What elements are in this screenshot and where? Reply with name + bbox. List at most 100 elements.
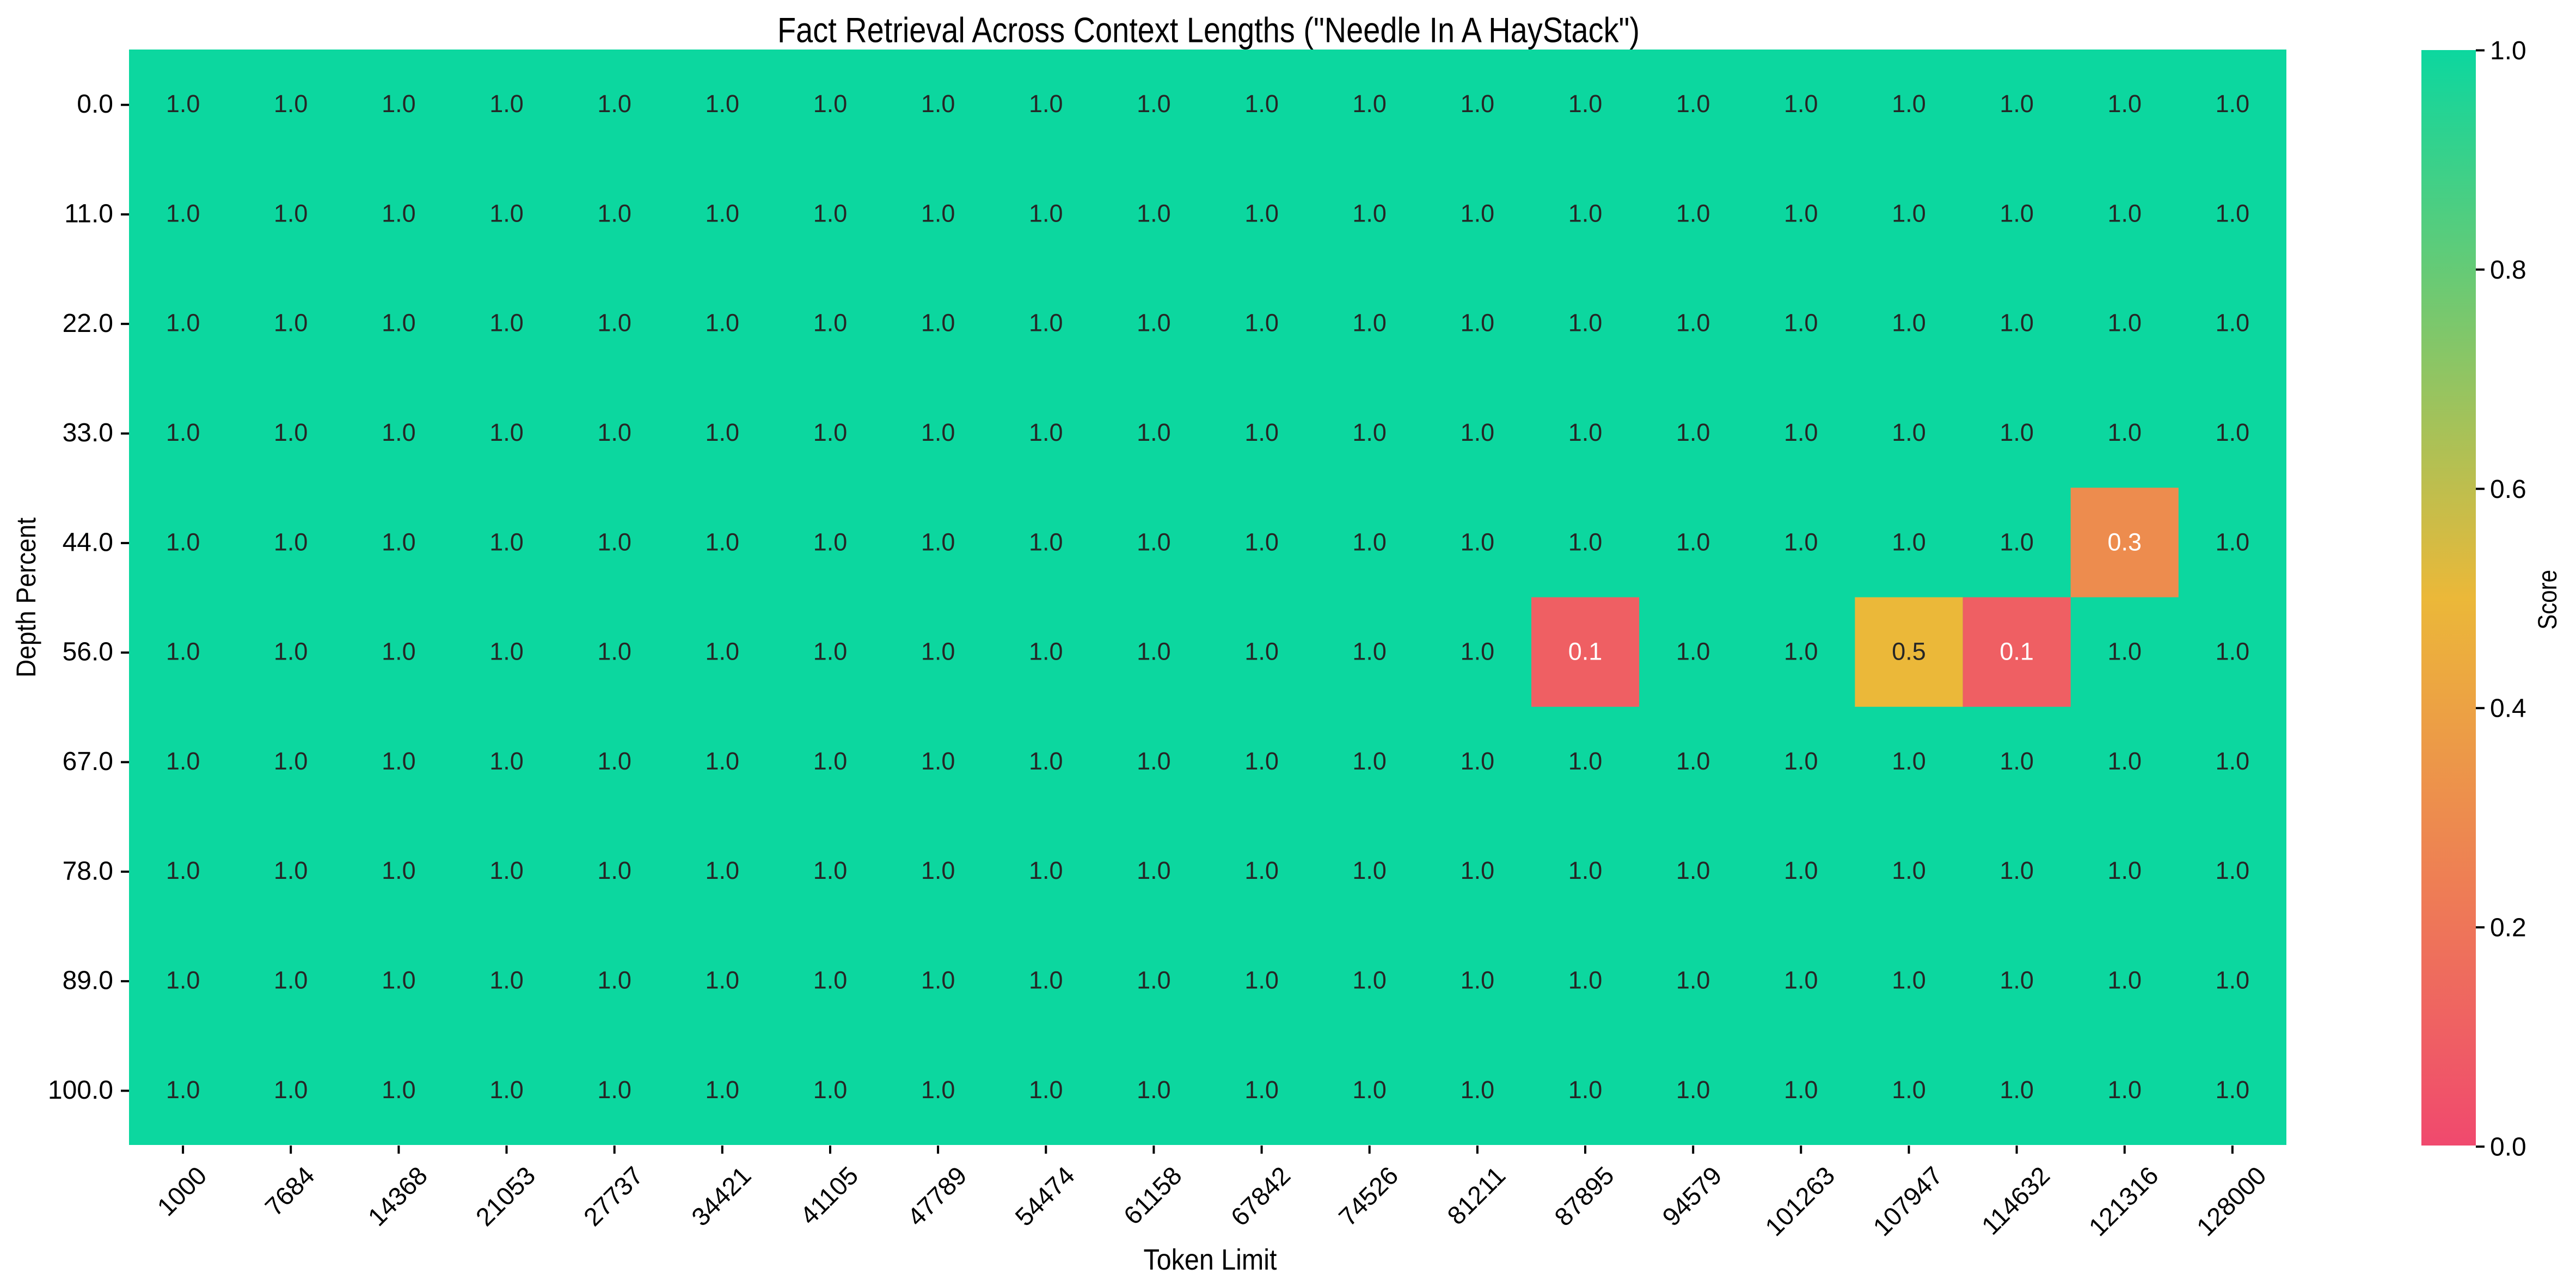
svg-text:1.0: 1.0 bbox=[274, 528, 308, 556]
svg-text:1.0: 1.0 bbox=[2000, 90, 2034, 118]
svg-text:1.0: 1.0 bbox=[1137, 747, 1171, 775]
svg-text:1.0: 1.0 bbox=[813, 309, 848, 337]
svg-text:1.0: 1.0 bbox=[1892, 528, 1926, 556]
svg-text:1.0: 1.0 bbox=[1568, 528, 1603, 556]
svg-text:1.0: 1.0 bbox=[597, 90, 631, 118]
svg-text:1.0: 1.0 bbox=[1461, 90, 1495, 118]
svg-text:1.0: 1.0 bbox=[2108, 638, 2142, 666]
svg-text:1.0: 1.0 bbox=[1568, 1076, 1603, 1104]
svg-text:1.0: 1.0 bbox=[166, 747, 200, 775]
svg-text:1.0: 1.0 bbox=[1029, 638, 1063, 666]
svg-text:1.0: 1.0 bbox=[166, 638, 200, 666]
svg-text:1.0: 1.0 bbox=[1029, 528, 1063, 556]
svg-text:1.0: 1.0 bbox=[1352, 199, 1387, 227]
svg-text:1.0: 1.0 bbox=[1137, 309, 1171, 337]
svg-text:1.0: 1.0 bbox=[1352, 1076, 1387, 1104]
svg-text:1.0: 1.0 bbox=[597, 747, 631, 775]
svg-text:1.0: 1.0 bbox=[597, 1076, 631, 1104]
svg-text:1.0: 1.0 bbox=[2216, 857, 2250, 884]
svg-text:1.0: 1.0 bbox=[1352, 90, 1387, 118]
svg-text:1.0: 1.0 bbox=[706, 1076, 740, 1104]
svg-text:1.0: 1.0 bbox=[1784, 528, 1818, 556]
svg-text:1.0: 1.0 bbox=[382, 528, 416, 556]
svg-text:1.0: 1.0 bbox=[166, 1076, 200, 1104]
svg-text:1.0: 1.0 bbox=[1029, 309, 1063, 337]
svg-text:1.0: 1.0 bbox=[274, 857, 308, 884]
svg-text:1.0: 1.0 bbox=[2108, 418, 2142, 446]
svg-text:1.0: 1.0 bbox=[1029, 1076, 1063, 1104]
svg-text:1.0: 1.0 bbox=[166, 199, 200, 227]
svg-text:1.0: 1.0 bbox=[921, 1076, 955, 1104]
svg-text:89.0: 89.0 bbox=[63, 966, 113, 995]
svg-text:1.0: 1.0 bbox=[166, 528, 200, 556]
svg-text:1.0: 1.0 bbox=[1029, 857, 1063, 884]
svg-text:1.0: 1.0 bbox=[2216, 418, 2250, 446]
svg-text:1.0: 1.0 bbox=[489, 199, 524, 227]
svg-text:0.4: 0.4 bbox=[2490, 694, 2526, 723]
svg-text:1.0: 1.0 bbox=[382, 418, 416, 446]
svg-text:1.0: 1.0 bbox=[1784, 418, 1818, 446]
svg-text:1.0: 1.0 bbox=[2000, 1076, 2034, 1104]
svg-text:1.0: 1.0 bbox=[597, 199, 631, 227]
svg-text:1.0: 1.0 bbox=[1784, 1076, 1818, 1104]
svg-text:1.0: 1.0 bbox=[1461, 747, 1495, 775]
svg-text:1.0: 1.0 bbox=[2000, 747, 2034, 775]
svg-text:1.0: 1.0 bbox=[1244, 638, 1279, 666]
svg-text:1.0: 1.0 bbox=[1029, 966, 1063, 994]
svg-text:1.0: 1.0 bbox=[813, 90, 848, 118]
svg-text:1.0: 1.0 bbox=[1137, 528, 1171, 556]
svg-text:1.0: 1.0 bbox=[706, 857, 740, 884]
svg-text:1.0: 1.0 bbox=[1892, 309, 1926, 337]
svg-text:1.0: 1.0 bbox=[597, 528, 631, 556]
svg-text:1.0: 1.0 bbox=[274, 638, 308, 666]
svg-text:1.0: 1.0 bbox=[1244, 528, 1279, 556]
svg-text:1.0: 1.0 bbox=[1784, 309, 1818, 337]
svg-text:1.0: 1.0 bbox=[597, 309, 631, 337]
svg-text:1.0: 1.0 bbox=[1676, 528, 1710, 556]
svg-text:1.0: 1.0 bbox=[274, 90, 308, 118]
svg-text:1.0: 1.0 bbox=[1676, 966, 1710, 994]
svg-text:1.0: 1.0 bbox=[489, 966, 524, 994]
svg-text:1.0: 1.0 bbox=[1244, 747, 1279, 775]
svg-text:1.0: 1.0 bbox=[489, 528, 524, 556]
svg-text:1.0: 1.0 bbox=[1892, 90, 1926, 118]
svg-text:1.0: 1.0 bbox=[1137, 418, 1171, 446]
svg-text:1.0: 1.0 bbox=[1784, 199, 1818, 227]
svg-text:1.0: 1.0 bbox=[1137, 966, 1171, 994]
svg-text:1.0: 1.0 bbox=[1461, 528, 1495, 556]
svg-text:1.0: 1.0 bbox=[921, 418, 955, 446]
svg-text:1.0: 1.0 bbox=[166, 309, 200, 337]
svg-text:1.0: 1.0 bbox=[706, 309, 740, 337]
svg-text:1.0: 1.0 bbox=[489, 418, 524, 446]
svg-text:1.0: 1.0 bbox=[706, 638, 740, 666]
svg-text:1.0: 1.0 bbox=[1892, 747, 1926, 775]
svg-text:1.0: 1.0 bbox=[2490, 36, 2526, 65]
svg-text:44.0: 44.0 bbox=[63, 528, 113, 557]
svg-text:1.0: 1.0 bbox=[1461, 418, 1495, 446]
svg-text:1.0: 1.0 bbox=[2108, 199, 2142, 227]
svg-text:1.0: 1.0 bbox=[597, 857, 631, 884]
svg-text:1.0: 1.0 bbox=[921, 199, 955, 227]
svg-text:1.0: 1.0 bbox=[166, 966, 200, 994]
svg-text:1.0: 1.0 bbox=[2000, 857, 2034, 884]
svg-text:1.0: 1.0 bbox=[2216, 90, 2250, 118]
svg-text:1.0: 1.0 bbox=[1461, 857, 1495, 884]
svg-text:1.0: 1.0 bbox=[706, 90, 740, 118]
svg-text:1.0: 1.0 bbox=[1352, 418, 1387, 446]
svg-text:1.0: 1.0 bbox=[382, 199, 416, 227]
svg-text:1.0: 1.0 bbox=[489, 309, 524, 337]
svg-text:1.0: 1.0 bbox=[1244, 199, 1279, 227]
svg-text:1.0: 1.0 bbox=[1784, 966, 1818, 994]
svg-text:1.0: 1.0 bbox=[1461, 1076, 1495, 1104]
svg-text:1.0: 1.0 bbox=[274, 1076, 308, 1104]
svg-text:1.0: 1.0 bbox=[1137, 638, 1171, 666]
svg-text:1.0: 1.0 bbox=[1244, 1076, 1279, 1104]
svg-text:1.0: 1.0 bbox=[1029, 90, 1063, 118]
svg-text:1.0: 1.0 bbox=[1568, 309, 1603, 337]
svg-text:1.0: 1.0 bbox=[2216, 199, 2250, 227]
svg-text:1.0: 1.0 bbox=[2000, 528, 2034, 556]
svg-text:1.0: 1.0 bbox=[2108, 857, 2142, 884]
svg-text:22.0: 22.0 bbox=[63, 309, 113, 338]
svg-text:0.1: 0.1 bbox=[2000, 638, 2034, 666]
svg-text:1.0: 1.0 bbox=[166, 418, 200, 446]
